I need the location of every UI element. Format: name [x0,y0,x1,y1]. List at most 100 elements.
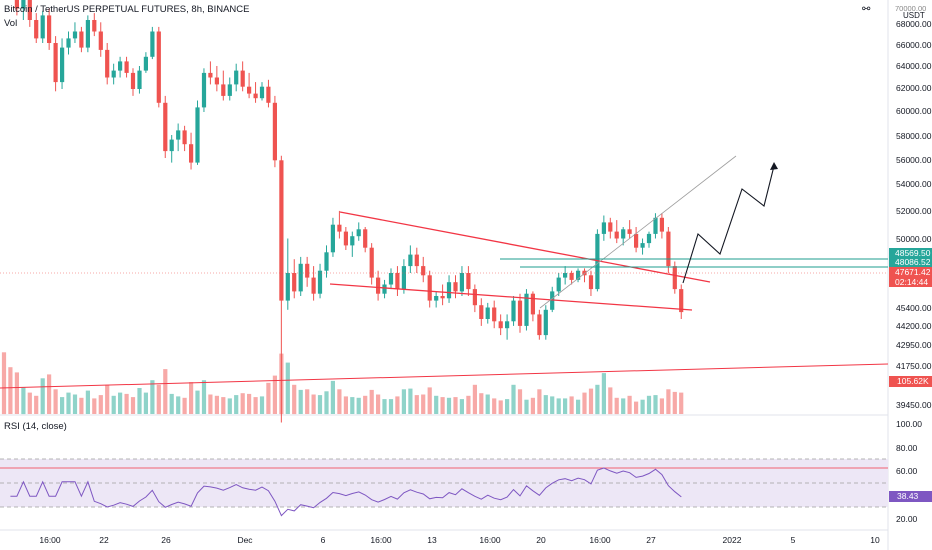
volume-bar [576,399,581,414]
price-axis[interactable]: 68000.00 66000.00 64000.00 62000.00 60000.00… [896,19,932,524]
candle-body [530,293,535,315]
volume-bar [453,397,458,414]
volume-bar [156,384,161,415]
volume-bar [14,372,19,414]
candle-body [150,31,155,57]
price-badge-label: 02:14:44 [895,277,928,287]
candle-body [588,275,594,290]
candle-body [124,61,129,73]
candle-body [421,266,426,276]
candle-body [176,130,181,140]
candle-body [576,270,581,280]
volume-bar [666,389,671,414]
time-tick-label: 2022 [723,535,742,545]
lock-icon[interactable]: ⚯ [862,4,871,15]
candle-body [201,72,207,108]
price-tick-label: 54000.00 [896,179,932,189]
volume-bar [550,396,555,414]
volume-bar [247,393,252,415]
candle-body [279,160,284,301]
volume-bar [305,389,310,414]
volume-bar [524,399,529,414]
volume-bar [672,391,677,414]
volume-trendline[interactable] [0,363,889,389]
volume-bar [182,397,187,415]
candle-body [498,321,503,329]
volume-bar [408,388,413,414]
candle-body [105,49,110,78]
path-projection[interactable] [682,165,775,284]
volume-badge-label: 105.62K [897,376,929,386]
candle-body [614,231,619,239]
volume-bar [543,395,548,414]
volume-bar [479,393,484,414]
candle-body [14,0,19,9]
time-tick-label: 13 [427,535,437,545]
candle-body [479,305,484,319]
candle-body [601,222,606,234]
candle-body [285,273,290,301]
time-tick-label: 16:00 [479,535,501,545]
volume-bar [569,396,574,414]
candle-body [376,277,381,294]
volume-bar [434,395,439,414]
volume-bar [311,394,316,414]
volume-bar [440,397,445,414]
candle-body [524,293,529,326]
candle-body [292,273,297,292]
candle-body [66,38,71,48]
volume-bar [421,394,426,414]
price-badge [889,257,932,267]
volume-bar [1,352,7,415]
candle-body [356,229,361,237]
price-tick-label: 62000.00 [896,83,932,93]
volume-bar [285,362,290,414]
projection-line[interactable] [539,155,737,309]
volume-bar [150,380,155,414]
volume-bar [337,389,342,414]
time-tick-label: 6 [321,535,326,545]
candle-body [221,84,226,96]
candle-body [169,139,174,152]
candle-body [388,273,394,285]
volume-bar [8,367,13,414]
price-badge-label: 48569.50 [895,248,931,258]
price-tick-label: 58000.00 [896,131,932,141]
volume-bar [98,395,103,414]
candle-body [324,252,329,271]
time-axis[interactable]: 16:00 22 26 Dec 6 16:00 13 16:00 20 16:00 27 2022 5 1… [39,535,880,545]
volume-bar [427,387,432,415]
grid-lines [0,0,889,550]
price-badge [889,267,932,277]
candle-body [34,20,39,39]
volume-bar [272,375,277,414]
currency-label[interactable]: USDT [903,11,925,20]
candle-body [143,56,148,71]
candle-body [130,72,136,89]
price-tick-label: 60000.00 [896,106,932,116]
candle-body [511,300,516,322]
candle-body [60,47,65,83]
time-tick-label: 16:00 [589,535,611,545]
drawing-layer[interactable] [0,155,889,389]
candle-body [92,20,97,32]
candle-body [640,243,645,248]
volume-bar [221,397,226,414]
trendline-upper[interactable] [339,211,711,283]
path-arrowhead [770,162,778,170]
rsi-pane [0,458,888,517]
volume-bar [395,396,400,414]
volume-bar [653,395,658,414]
volume-bar [511,384,516,415]
candle-body [453,282,458,292]
candle-body [234,70,239,85]
price-tick-label: 56000.00 [896,155,932,165]
volume-bar [324,391,329,415]
candle-body [543,309,548,336]
volume-bar [563,398,568,414]
candle-body [363,229,368,248]
trendline-lower[interactable] [329,283,693,311]
candle-body [311,277,316,294]
